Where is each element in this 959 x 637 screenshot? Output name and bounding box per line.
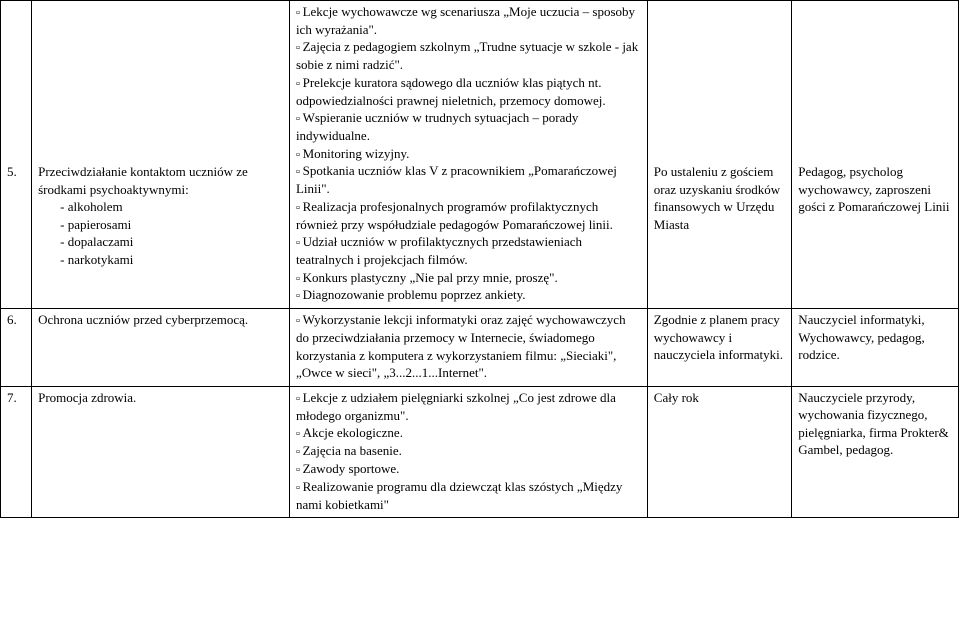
timing-text: Po ustaleniu z gościem oraz uzyskaniu śr… [654, 164, 780, 232]
list-item: Zajęcia na basenie. [296, 442, 641, 460]
list-item: Spotkania uczniów klas V z pracownikiem … [296, 162, 641, 197]
row-number: 6. [7, 312, 17, 327]
list-item: Zajęcia z pedagogiem szkolnym „Trudne sy… [296, 38, 641, 73]
cell-timing: Po ustaleniu z gościem oraz uzyskaniu śr… [647, 1, 791, 309]
list-item: Lekcje z udziałem pielęgniarki szkolnej … [296, 389, 641, 424]
cell-responsible: Nauczyciel informatyki, Wychowawcy, peda… [792, 309, 959, 386]
list-item: Realizacja profesjonalnych programów pro… [296, 198, 641, 233]
responsible-text: Nauczyciele przyrody, wychowania fizyczn… [798, 390, 949, 458]
row-number: 7. [7, 390, 17, 405]
list-item: dopalaczami [60, 233, 283, 251]
list-item: alkoholem [60, 198, 283, 216]
list-item: Konkurs plastyczny „Nie pal przy mnie, p… [296, 269, 641, 287]
list-item: narkotykami [60, 251, 283, 269]
description-list: Lekcje z udziałem pielęgniarki szkolnej … [296, 389, 641, 513]
cell-num: 5. [1, 1, 32, 309]
topic-text: Promocja zdrowia. [38, 390, 136, 405]
cell-responsible: Pedagog, psycholog wychowawcy, zaproszen… [792, 1, 959, 309]
table-row: 7. Promocja zdrowia. Lekcje z udziałem p… [1, 386, 959, 517]
list-item: Realizowanie programu dla dziewcząt klas… [296, 478, 641, 513]
topic-intro: Przeciwdziałanie kontaktom uczniów ze śr… [38, 163, 283, 198]
cell-description: Lekcje z udziałem pielęgniarki szkolnej … [289, 386, 647, 517]
list-item: Lekcje wychowawcze wg scenariusza „Moje … [296, 3, 641, 38]
table-row: 6. Ochrona uczniów przed cyberprzemocą. … [1, 309, 959, 386]
description-list: Wykorzystanie lekcji informatyki oraz za… [296, 311, 641, 381]
cell-description: Wykorzystanie lekcji informatyki oraz za… [289, 309, 647, 386]
list-item: Akcje ekologiczne. [296, 424, 641, 442]
cell-topic: Ochrona uczniów przed cyberprzemocą. [32, 309, 290, 386]
cell-timing: Zgodnie z planem pracy wychowawcy i nauc… [647, 309, 791, 386]
cell-num: 6. [1, 309, 32, 386]
topic-text: Ochrona uczniów przed cyberprzemocą. [38, 312, 248, 327]
list-item: Wspieranie uczniów w trudnych sytuacjach… [296, 109, 641, 144]
cell-timing: Cały rok [647, 386, 791, 517]
timing-text: Cały rok [654, 390, 699, 405]
list-item: Diagnozowanie problemu poprzez ankiety. [296, 286, 641, 304]
list-item: Zawody sportowe. [296, 460, 641, 478]
list-item: Udział uczniów w profilaktycznych przeds… [296, 233, 641, 268]
cell-topic: Promocja zdrowia. [32, 386, 290, 517]
table-row: 5. Przeciwdziałanie kontaktom uczniów ze… [1, 1, 959, 309]
curriculum-table: 5. Przeciwdziałanie kontaktom uczniów ze… [0, 0, 959, 518]
cell-responsible: Nauczyciele przyrody, wychowania fizyczn… [792, 386, 959, 517]
list-item: papierosami [60, 216, 283, 234]
row-number: 5. [7, 164, 17, 179]
responsible-text: Pedagog, psycholog wychowawcy, zaproszen… [798, 164, 949, 214]
cell-topic: Przeciwdziałanie kontaktom uczniów ze śr… [32, 1, 290, 309]
description-list: Lekcje wychowawcze wg scenariusza „Moje … [296, 3, 641, 304]
responsible-text: Nauczyciel informatyki, Wychowawcy, peda… [798, 312, 925, 362]
list-item: Monitoring wizyjny. [296, 145, 641, 163]
cell-num: 7. [1, 386, 32, 517]
timing-text: Zgodnie z planem pracy wychowawcy i nauc… [654, 312, 783, 362]
topic-sublist: alkoholem papierosami dopalaczami narkot… [38, 198, 283, 268]
list-item: Prelekcje kuratora sądowego dla uczniów … [296, 74, 641, 109]
cell-description: Lekcje wychowawcze wg scenariusza „Moje … [289, 1, 647, 309]
list-item: Wykorzystanie lekcji informatyki oraz za… [296, 311, 641, 381]
